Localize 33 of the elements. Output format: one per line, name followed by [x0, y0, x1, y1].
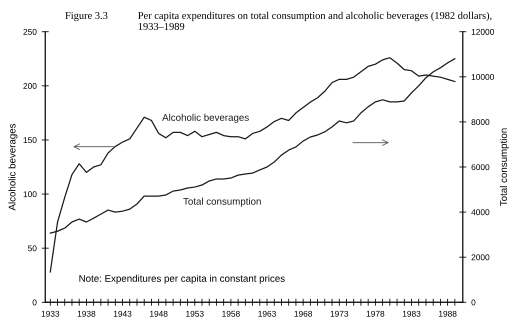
y-axis-title: Alcoholic beverages	[8, 124, 18, 210]
y2-tick-label: 8000	[471, 119, 490, 126]
x-tick-label: 1973	[330, 310, 348, 317]
y-tick-label: 100	[24, 191, 37, 198]
annotation: Note: Expenditures per capita in constant prices	[79, 274, 285, 284]
x-tick-label: 1958	[222, 310, 240, 317]
x-tick-label: 1978	[366, 310, 384, 317]
y2-tick-label: 10000	[472, 74, 494, 80]
x-tick-label: 1938	[78, 310, 96, 317]
x-tick-label: 1948	[150, 310, 168, 317]
y2-tick-label: 4000	[471, 209, 490, 216]
y2-tick-label: 0	[471, 299, 476, 306]
x-tick-label: 1968	[294, 310, 312, 317]
line-series	[50, 57, 456, 273]
x-tick-label: 1963	[258, 310, 276, 317]
x-tick-label: 1943	[114, 310, 132, 317]
y-tick-label: 150	[24, 137, 37, 144]
x-tick-label: 1988	[438, 310, 457, 317]
y-tick-label: 250	[23, 28, 37, 35]
y-tick-label: 200	[23, 83, 37, 89]
chart-subtitle: Per capita expenditures on total consumption and alcoholic beverages (1982 dollars), 1933–1989	[138, 12, 492, 30]
y2-tick-label: 6000	[472, 164, 490, 170]
x-tick-label: 1983	[402, 310, 420, 317]
series-label: Alcoholic beverages	[162, 114, 249, 123]
y2-tick-label: 2000	[472, 254, 490, 260]
y2-tick-label: 12000	[472, 28, 494, 35]
x-tick-label: 1953	[186, 310, 204, 317]
y-tick-label: 50	[28, 245, 37, 252]
chart-title: Figure 3.3	[65, 12, 108, 22]
series-label: Total consumption	[183, 198, 261, 207]
x-tick-label: 1933	[42, 310, 60, 317]
y-tick-label: 0	[32, 299, 37, 306]
y2-axis-title: Total consumption	[500, 128, 509, 206]
